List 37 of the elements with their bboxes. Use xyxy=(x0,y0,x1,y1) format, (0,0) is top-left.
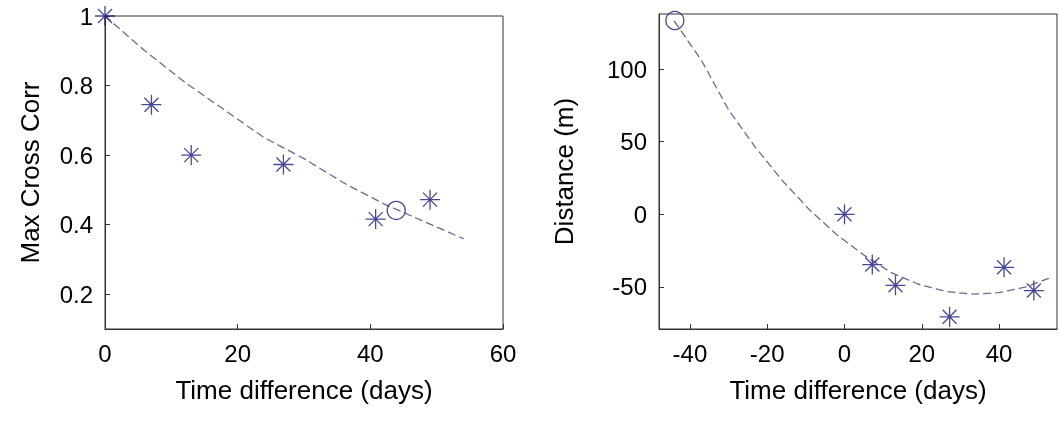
y-tick-label: 0.2 xyxy=(59,280,93,308)
point xyxy=(993,256,1015,278)
point xyxy=(94,5,116,27)
y-tick-label: 0.8 xyxy=(59,72,93,100)
point xyxy=(665,10,685,31)
point xyxy=(419,188,441,211)
point xyxy=(833,203,856,225)
y-tick-label: 0 xyxy=(633,200,647,228)
y-axis-title: Distance (m) xyxy=(549,97,579,246)
x-tick-label: -40 xyxy=(672,339,708,367)
y-tick-label: -50 xyxy=(612,273,647,301)
point xyxy=(272,153,295,176)
y-tick-label: 0.6 xyxy=(59,141,93,169)
x-axis-title: Time difference (days) xyxy=(729,375,987,405)
point xyxy=(386,200,406,221)
y-axis-title: Max Cross Corr xyxy=(15,81,45,264)
point xyxy=(938,306,961,328)
point xyxy=(180,144,202,166)
x-tick-label: 0 xyxy=(837,339,852,367)
point xyxy=(884,274,907,296)
point xyxy=(140,94,163,116)
y-tick-label: 0.4 xyxy=(59,211,93,239)
x-axis-title: Time difference (days) xyxy=(175,375,433,405)
point xyxy=(364,208,387,230)
y-tick-label: 50 xyxy=(620,128,647,156)
x-tick-label: 60 xyxy=(489,339,517,367)
x-tick-label: 20 xyxy=(908,339,936,367)
x-tick-label: 40 xyxy=(356,339,384,367)
x-tick-label: -20 xyxy=(749,339,785,367)
line-series xyxy=(104,15,464,240)
x-tick-label: 20 xyxy=(224,339,252,367)
x-tick-label: 0 xyxy=(98,339,112,367)
point xyxy=(861,253,883,276)
y-tick-label: 100 xyxy=(606,55,647,83)
point xyxy=(1023,279,1045,302)
y-tick-label: 1 xyxy=(79,2,93,30)
x-tick-label: 40 xyxy=(985,339,1013,367)
